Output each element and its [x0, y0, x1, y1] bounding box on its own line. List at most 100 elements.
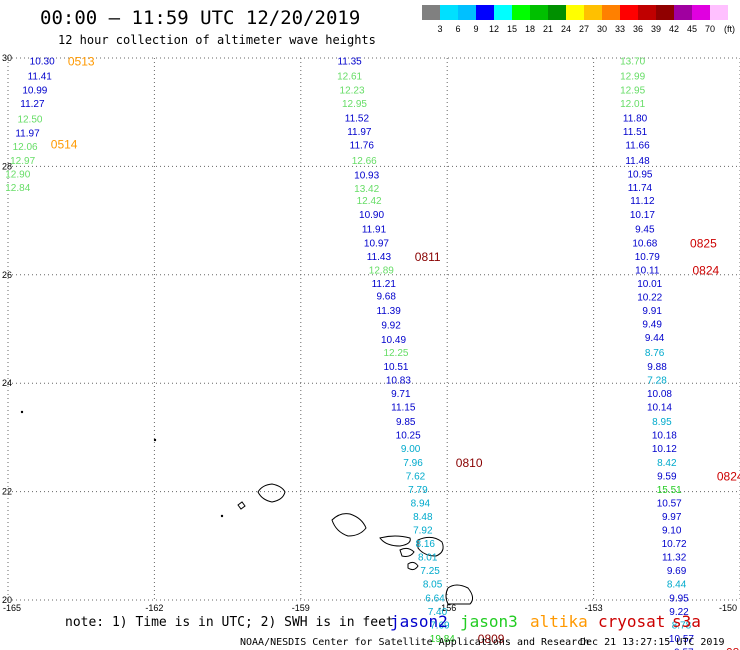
wave-height-value: 9.49 — [642, 320, 662, 331]
colorbar-swatch — [638, 5, 656, 20]
wave-height-value: 9.91 — [642, 306, 662, 317]
island-dot — [220, 514, 224, 518]
wave-height-value: 10.12 — [652, 444, 677, 455]
island-maui — [417, 536, 444, 557]
wave-height-value: 11.76 — [350, 141, 375, 152]
colorbar-swatch — [530, 5, 548, 20]
wave-height-value: 7.28 — [647, 375, 667, 386]
wave-height-value: 8.48 — [413, 512, 433, 523]
wave-height-value: 12.90 — [5, 169, 30, 180]
lon-tick-label: -165 — [3, 603, 21, 613]
wave-height-value: 9.22 — [669, 607, 689, 618]
wave-height-value: 9.57 — [674, 647, 694, 650]
altimeter-tracks: 10.30 11.41 10.99 11.27 12.50 11.97 12.06 12.97… — [5, 55, 740, 650]
wave-height-value: 9.44 — [645, 333, 665, 344]
colorbar-swatch — [656, 5, 674, 20]
lat-tick-label: 20 — [2, 595, 12, 605]
wave-height-value: 12.95 — [342, 99, 367, 110]
island-molokai — [379, 535, 411, 547]
time-label: 0513 — [68, 55, 95, 69]
legend-entry: jason3 — [460, 612, 518, 631]
wave-height-value: 7.62 — [406, 471, 426, 482]
wave-height-value: 8.05 — [423, 580, 443, 591]
colorbar-tick-label: 24 — [561, 24, 571, 34]
colorbar-tick-label: 33 — [615, 24, 625, 34]
wave-height-value: 12.06 — [13, 142, 38, 153]
wave-height-value: 10.22 — [637, 292, 662, 303]
lon-tick-label: -162 — [145, 603, 163, 613]
wave-height-value: 10.30 — [30, 57, 55, 68]
wave-height-value: 11.80 — [623, 114, 648, 125]
wave-height-value: 11.35 — [337, 57, 362, 68]
colorbar-tick-label: 6 — [455, 24, 460, 34]
map-title: 00:00 – 11:59 UTC 12/20/2019 — [40, 7, 360, 29]
wave-height-value: 11.97 — [15, 128, 40, 139]
colorbar-swatch — [440, 5, 458, 20]
legend-entry: jason2 — [390, 612, 448, 631]
map-grid: -165 -162 -159 -156 -153 -150 30 28 26 24 22 20 — [2, 53, 740, 613]
island-kahoolawe — [407, 561, 419, 571]
island-lanai — [399, 547, 415, 557]
wave-height-value: 10.93 — [354, 171, 379, 182]
wave-height-value: 10.83 — [386, 375, 411, 386]
wave-height-value: 8.95 — [652, 417, 672, 428]
wave-height-value: 10.68 — [632, 238, 657, 249]
wave-height-value: 9.85 — [396, 417, 416, 428]
colorbar-swatch — [512, 5, 530, 20]
legend-entry: s3a — [672, 612, 701, 631]
wave-height-value: 7.25 — [420, 566, 440, 577]
wave-height-value: 11.27 — [20, 99, 45, 110]
wave-height-value: 12.66 — [352, 156, 377, 167]
wave-height-value: 9.69 — [667, 566, 687, 577]
colorbar-unit: (ft) — [724, 24, 735, 34]
wave-height-value: 10.97 — [364, 238, 389, 249]
wave-height-value: 11.91 — [362, 225, 387, 236]
wave-height-value: 10.57 — [657, 498, 682, 509]
wave-height-value: 8.94 — [411, 498, 431, 509]
lon-tick-label: -150 — [719, 603, 737, 613]
wave-height-value: 10.25 — [396, 431, 421, 442]
wave-height-value: 10.72 — [662, 539, 687, 550]
legend-entry: altika — [530, 612, 588, 631]
wave-height-value: 6.64 — [425, 593, 445, 604]
wave-height-value: 12.42 — [357, 196, 382, 207]
time-label: 0809 — [478, 632, 505, 646]
wave-height-value: 9.00 — [401, 444, 421, 455]
colorbar-swatch — [584, 5, 602, 20]
wave-height-value: 19.84 — [430, 634, 455, 645]
wave-height-value: 9.68 — [376, 291, 396, 302]
wave-height-value: 10.01 — [637, 279, 662, 290]
satellite-legend: jason2 jason3 altika cryosat s3a — [390, 612, 701, 631]
wave-height-value: 11.32 — [662, 553, 687, 564]
colorbar-tick-label: 27 — [579, 24, 589, 34]
wave-height-value: 11.97 — [347, 127, 372, 138]
colorbar-tick-label: 12 — [489, 24, 499, 34]
wave-height-value: 8.44 — [667, 580, 687, 591]
time-label: 0811 — [415, 250, 441, 264]
wave-height-value: 8.01 — [418, 553, 438, 564]
wave-height-value: 9.88 — [647, 362, 667, 373]
footer-credit: NOAA/NESDIS Center for Satellite Applica… — [240, 637, 589, 648]
colorbar-tick-label: 42 — [669, 24, 679, 34]
wave-height-value: 9.45 — [635, 225, 655, 236]
colorbar-swatch — [566, 5, 584, 20]
colorbar-swatch — [710, 5, 728, 20]
wave-height-value: 12.84 — [5, 183, 30, 194]
time-label: 0514 — [51, 138, 78, 152]
wave-height-value: 11.43 — [367, 252, 392, 263]
wave-height-value: 12.25 — [383, 348, 408, 359]
wave-height-value: 11.74 — [628, 183, 653, 194]
colorbar-tick-label: 30 — [597, 24, 607, 34]
wave-height-value: 7.79 — [408, 485, 428, 496]
colorbar-swatch — [548, 5, 566, 20]
wave-height-value: 10.99 — [22, 85, 47, 96]
wave-height-value: 11.51 — [623, 127, 648, 138]
island-dot — [153, 438, 157, 442]
lat-tick-label: 26 — [2, 270, 12, 280]
wave-height-colorbar: 3 6 9 12 15 18 21 24 27 30 33 36 39 42 45 70 (ft) — [422, 5, 735, 34]
legend-entry: cryosat — [598, 612, 665, 631]
wave-height-value: 10.90 — [359, 210, 384, 221]
time-label: 0825 — [690, 236, 717, 250]
wave-height-value: 7.92 — [413, 526, 433, 537]
wave-height-value: 12.95 — [620, 85, 645, 96]
